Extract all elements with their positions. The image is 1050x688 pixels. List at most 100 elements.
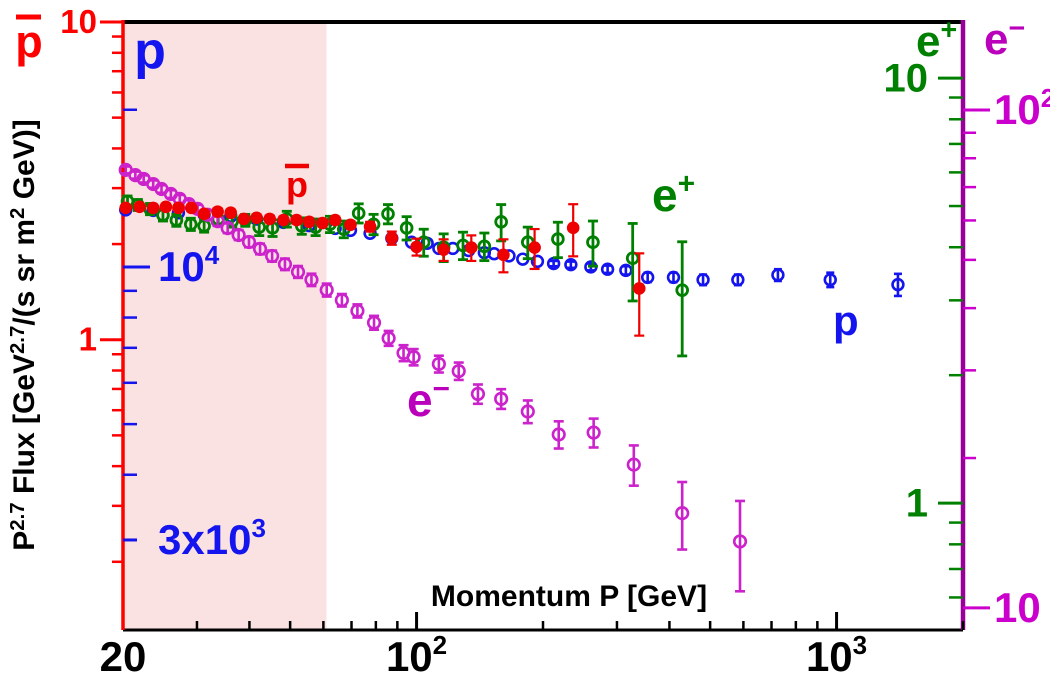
antiproton-data-point (363, 220, 377, 233)
antiproton-data-point (133, 200, 146, 214)
electron-data-point (231, 227, 246, 243)
antiproton-data-point (146, 201, 160, 215)
electron-tick-label-10: 10 (994, 584, 1041, 631)
proton-series-label: p (833, 297, 859, 344)
y-axis-title: P2.7​ Flux [GeV2.7​/(s sr m2​ GeV)] (7, 119, 41, 551)
proton-data-point (696, 273, 710, 287)
proton-data-point (619, 263, 633, 278)
positron-data-point (183, 217, 198, 232)
electron-data-point (265, 248, 280, 264)
antiproton-data-point (290, 213, 303, 227)
antiproton-data-point (250, 211, 263, 225)
electron-axis-symbol: e− (984, 12, 1025, 64)
antiproton-data-point (172, 201, 185, 215)
electron-data-point (366, 315, 382, 330)
proton-data-point (600, 262, 615, 276)
electron-data-point (732, 534, 748, 549)
electron-data-point (451, 363, 466, 379)
electron-data-point (406, 349, 421, 365)
electron-data-point (290, 264, 306, 279)
proton-data-point (891, 277, 905, 292)
electron-data-point (304, 272, 319, 287)
electron-data-point (241, 234, 257, 250)
positron-series-label: e+ (652, 168, 695, 221)
proton-axis-symbol: p (134, 22, 166, 80)
antiproton-data-point (185, 201, 198, 215)
positron-data-point (381, 207, 395, 221)
antiproton-tick-label-10: 10 (60, 3, 97, 40)
antiproton-data-point (159, 200, 173, 214)
proton-data-point (564, 257, 578, 272)
proton-data-point (666, 270, 681, 285)
positron-data-point (494, 215, 508, 229)
antiproton-data-point (197, 207, 211, 221)
series-electron (118, 162, 748, 593)
antiproton-data-point (632, 282, 646, 295)
antiproton-data-point (237, 212, 251, 226)
series-antiproton (119, 200, 646, 337)
antiproton-data-point (437, 243, 450, 257)
electron-axis-ticks: 102 10 (963, 83, 1050, 631)
x-axis-ticks: 20 102 103 (100, 612, 965, 680)
positron-data-point (625, 251, 640, 265)
proton-data-point (640, 270, 655, 285)
electron-tick-label-100: 102 (994, 83, 1050, 133)
electron-data-point (494, 391, 509, 406)
proton-data-point (530, 254, 545, 269)
low-energy-shaded-band (123, 22, 327, 630)
antiproton-data-point (302, 215, 316, 229)
antiproton-data-point (316, 216, 329, 230)
proton-data-point (771, 268, 785, 282)
positron-data-point (551, 232, 565, 246)
antiproton-data-point (528, 241, 541, 254)
antiproton-data-point (385, 231, 399, 245)
electron-data-point (319, 282, 334, 298)
positron-tick-label-10: 10 (884, 56, 929, 100)
antiproton-data-point (566, 221, 580, 235)
electron-data-point (586, 425, 601, 440)
electron-data-point (350, 303, 365, 318)
electron-data-point (675, 506, 690, 521)
electron-data-point (252, 241, 268, 257)
positron-data-point (169, 213, 184, 228)
proton-data-point (823, 273, 837, 287)
electron-series-label: e− (407, 373, 450, 426)
proton-tick-label-3000: 3x103 (158, 513, 266, 563)
antiproton-data-point (410, 240, 423, 254)
proton-tick-label-10000: 104 (158, 240, 220, 290)
antiproton-axis-symbol: p (15, 16, 43, 67)
antiproton-data-point (211, 205, 224, 218)
electron-data-point (277, 257, 293, 272)
positron-data-point (675, 283, 689, 297)
positron-data-point (399, 221, 414, 235)
proton-data-point (731, 273, 745, 287)
antiproton-data-point (497, 248, 510, 262)
antiproton-data-point (224, 206, 238, 220)
antiproton-axis-ticks: 10 1 (60, 3, 123, 564)
positron-data-point (586, 235, 600, 250)
positron-axis-symbol: e+ (916, 14, 957, 66)
positron-data-point (351, 206, 366, 220)
x-tick-label-1000: 103 (806, 630, 867, 680)
positron-tick-label-1: 1 (906, 481, 928, 525)
x-axis-title: Momentum P [GeV] (431, 580, 707, 613)
electron-data-point (220, 221, 235, 236)
electron-data-point (520, 404, 535, 419)
antiproton-data-point (344, 218, 357, 232)
antiproton-data-point (119, 201, 133, 215)
electron-data-point (626, 457, 641, 472)
antiproton-data-point (277, 213, 290, 227)
antiproton-series-label: p (286, 164, 308, 205)
proton-axis-ticks: 104 3x103 (123, 108, 266, 563)
electron-data-point (470, 386, 486, 402)
x-tick-label-100: 102 (386, 630, 447, 680)
electron-data-point (431, 356, 446, 372)
antiproton-tick-label-1: 1 (79, 321, 97, 358)
electron-data-point (334, 293, 349, 308)
positron-data-point (477, 239, 492, 254)
electron-data-point (381, 331, 396, 346)
antiproton-data-point (263, 212, 276, 226)
x-tick-label-20: 20 (100, 633, 147, 680)
